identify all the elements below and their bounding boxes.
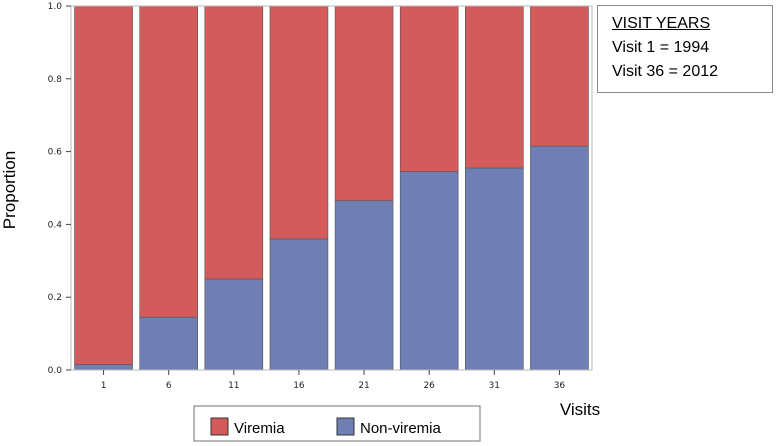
- bar-non-viremia-visit-6: [139, 316, 198, 371]
- bars-group: [74, 5, 589, 371]
- bar-viremia-visit-11: [204, 5, 264, 280]
- axes-group: 1 6 11 16 21 26 31 360.00.20.40.60.81.0: [48, 2, 593, 391]
- bar-viremia-visit-26: [399, 5, 459, 172]
- plot-frame: [70, 5, 593, 371]
- bar-non-viremia-visit-31: [465, 167, 524, 371]
- legend-swatch-non-viremia: [336, 417, 355, 436]
- bar-non-viremia-visit-11: [204, 278, 264, 371]
- bar-viremia-visit-31: [465, 5, 524, 169]
- visit-years-annotation: VISIT YEARS Visit 1 = 1994 Visit 36 = 20…: [597, 5, 773, 93]
- x-tick-label-21: 21: [358, 381, 369, 391]
- legend-swatch-viremia: [210, 417, 229, 436]
- y-tick-label-0.0: 0.0: [48, 366, 63, 376]
- x-tick-label-36: 36: [554, 381, 566, 391]
- bar-non-viremia-visit-16: [269, 238, 329, 371]
- x-tick-label-6: 6: [166, 381, 172, 391]
- bar-viremia-visit-16: [269, 5, 329, 240]
- bar-non-viremia-visit-36: [530, 145, 589, 371]
- x-tick-label-26: 26: [423, 381, 435, 391]
- x-tick-label-1: 1: [101, 381, 107, 391]
- legend-label-viremia: Viremia: [234, 420, 285, 437]
- visit-years-line-2: Visit 36 = 2012: [612, 63, 719, 80]
- bar-non-viremia-visit-26: [399, 171, 459, 371]
- visit-years-title: VISIT YEARS: [612, 15, 711, 32]
- bar-viremia-visit-6: [139, 5, 198, 318]
- legend-label-non-viremia: Non-viremia: [360, 420, 442, 437]
- x-axis-label: Visits: [560, 400, 600, 419]
- bar-non-viremia-visit-1: [74, 364, 133, 371]
- y-tick-label-1.0: 1.0: [48, 2, 63, 12]
- bar-viremia-visit-1: [74, 5, 133, 365]
- legend: Viremia Non-viremia: [193, 405, 481, 442]
- x-tick-label-31: 31: [489, 381, 500, 391]
- bar-non-viremia-visit-21: [334, 200, 394, 371]
- y-tick-label-0.4: 0.4: [48, 220, 63, 230]
- visit-years-line-1: Visit 1 = 1994: [612, 39, 710, 56]
- bar-viremia-visit-21: [334, 5, 394, 202]
- y-axis-label: Proportion: [0, 151, 19, 229]
- y-tick-label-0.8: 0.8: [48, 75, 63, 85]
- y-tick-label-0.6: 0.6: [48, 148, 63, 158]
- y-tick-label-0.2: 0.2: [48, 293, 62, 303]
- x-tick-label-16: 16: [293, 381, 305, 391]
- bar-viremia-visit-36: [530, 5, 589, 147]
- x-tick-label-11: 11: [228, 381, 239, 391]
